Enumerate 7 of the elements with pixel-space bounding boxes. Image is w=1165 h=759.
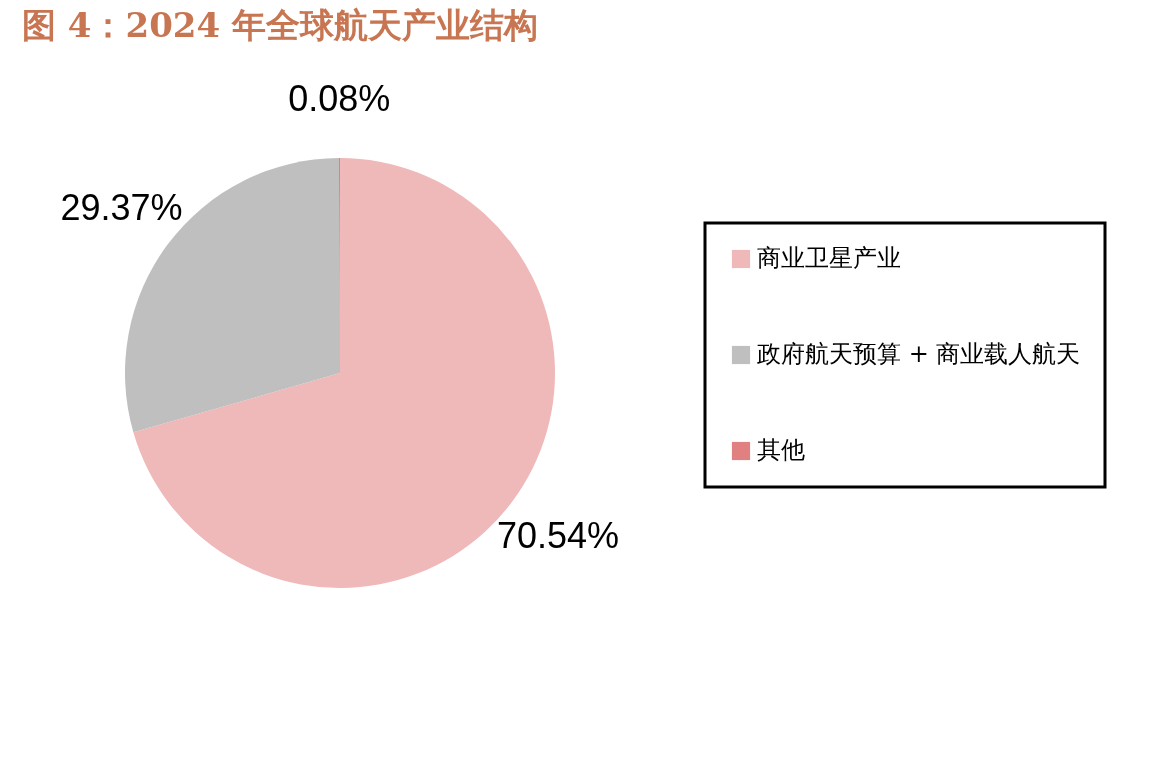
legend-label: 商业卫星产业 <box>757 244 901 272</box>
legend-label: 政府航天预算 + 商业载人航天 <box>757 340 1081 368</box>
data-label: 29.37% <box>60 187 183 229</box>
data-label: 0.08% <box>288 78 391 119</box>
data-label: 70.54% <box>497 515 620 557</box>
chart-title: 图 4：2024 年全球航天产业结构 <box>22 5 538 45</box>
legend-label: 其他 <box>757 436 805 464</box>
